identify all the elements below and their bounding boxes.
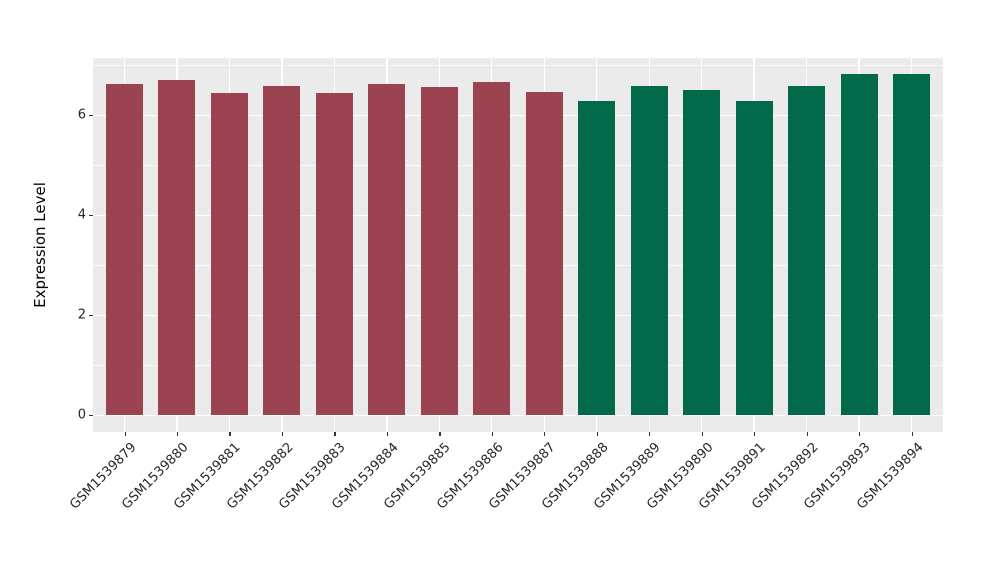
bar-GSM1539893 — [840, 74, 878, 415]
xtick-mark-GSM1539894 — [911, 432, 913, 436]
bar-GSM1539887 — [525, 92, 563, 415]
xtick-mark-GSM1539892 — [806, 432, 808, 436]
xtick-mark-GSM1539879 — [124, 432, 126, 436]
xtick-mark-GSM1539884 — [386, 432, 389, 436]
xtick-mark-GSM1539893 — [859, 432, 861, 436]
bar-GSM1539888 — [578, 100, 616, 415]
bar-GSM1539892 — [788, 86, 826, 415]
ytick-label-2: 2 — [77, 307, 86, 323]
plot-panel — [93, 58, 943, 432]
bar-GSM1539884 — [368, 83, 406, 415]
gridline-minor-y5 — [93, 164, 943, 166]
ytick-label-0: 0 — [77, 407, 86, 423]
bar-GSM1539890 — [683, 90, 721, 415]
gridline-major-y6 — [93, 114, 943, 117]
xtick-mark-GSM1539891 — [754, 432, 756, 436]
ytick-label-6: 6 — [77, 107, 86, 123]
gridline-major-y4 — [93, 214, 943, 217]
gridline-major-y0 — [93, 414, 943, 417]
bar-GSM1539883 — [315, 92, 353, 415]
xtick-mark-GSM1539882 — [281, 432, 284, 436]
ytick-mark-0 — [89, 414, 93, 416]
xtick-mark-GSM1539880 — [176, 432, 179, 436]
ytick-label-4: 4 — [77, 207, 86, 223]
bar-GSM1539889 — [630, 86, 668, 415]
xtick-mark-GSM1539888 — [596, 432, 598, 436]
xtick-mark-GSM1539889 — [649, 432, 651, 436]
bar-GSM1539891 — [735, 100, 773, 415]
ytick-mark-2 — [89, 314, 93, 316]
xtick-label-GSM1539894: GSM1539894 — [853, 440, 927, 513]
xtick-mark-GSM1539886 — [491, 432, 493, 436]
ytick-mark-4 — [89, 214, 93, 216]
xtick-mark-GSM1539887 — [544, 432, 546, 436]
xtick-mark-GSM1539881 — [229, 432, 231, 436]
bar-GSM1539885 — [420, 87, 458, 415]
xtick-mark-GSM1539883 — [334, 432, 336, 436]
gridline-minor-y3 — [93, 264, 943, 266]
xtick-mark-GSM1539890 — [701, 432, 703, 436]
bar-GSM1539886 — [473, 81, 511, 415]
xtick-mark-GSM1539885 — [439, 432, 441, 436]
bar-GSM1539879 — [106, 84, 143, 415]
gridline-minor-y7 — [93, 64, 943, 66]
bar-GSM1539894 — [893, 73, 931, 415]
ytick-mark-6 — [89, 114, 93, 116]
gridline-major-y2 — [93, 314, 943, 317]
bar-GSM1539881 — [210, 92, 248, 415]
gridline-minor-y1 — [93, 364, 943, 366]
bar-GSM1539880 — [158, 80, 196, 415]
bar-GSM1539882 — [263, 85, 301, 415]
y-axis-title: Expression Level — [31, 182, 49, 308]
